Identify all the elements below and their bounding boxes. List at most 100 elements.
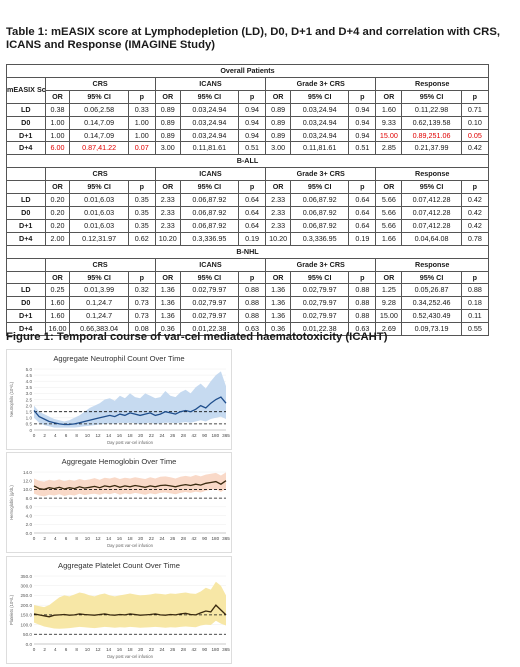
row-label: D+1 <box>6 128 46 143</box>
y-axis-label: Hemoglobin (g/dL) <box>9 485 14 520</box>
column-header: OR <box>265 180 292 195</box>
row-label: D+1 <box>6 309 46 324</box>
x-tick-label: 365 <box>222 536 230 541</box>
x-tick-label: 12 <box>95 647 101 652</box>
table-cell: 0.3,336.95 <box>290 231 350 246</box>
y-axis-label: Platelets (10⁹/L) <box>9 594 14 625</box>
x-tick-label: 6 <box>65 647 68 652</box>
table-row: D+4 16.00 0.66,383.04 0.08 0.36 0.01,22.38 0.6… <box>6 322 490 337</box>
table-cell: 0.89 <box>265 115 292 130</box>
column-header: OR <box>265 270 292 285</box>
row-label: D+4 <box>6 322 46 337</box>
x-tick-label: 90 <box>202 647 208 652</box>
table-cell: 0.07,412.28 <box>401 206 462 220</box>
table-cell: 0.09,73.19 <box>401 322 462 337</box>
table-cell: 0.94 <box>348 128 377 143</box>
x-tick-label: 16 <box>117 536 123 541</box>
y-tick-label: 3.5 <box>26 385 33 390</box>
x-tick-label: 42 <box>191 433 197 438</box>
table-cell: 0.94 <box>348 115 377 130</box>
group-header: ICANS <box>154 77 267 91</box>
table-cell: 10.20 <box>265 231 292 246</box>
table-cell: 0.11,22.98 <box>401 102 462 117</box>
group-header: Grade 3+ CRS <box>265 167 377 182</box>
chart-title: Aggregate Neutrophil Count Over Time <box>53 354 184 363</box>
table-cell: 6.00 <box>44 141 71 156</box>
table-cell: 0.35 <box>127 206 156 220</box>
table-cell: 0.04,64.08 <box>401 231 462 246</box>
table-cell: 0.01,22.38 <box>290 322 350 337</box>
x-tick-label: 180 <box>211 647 219 652</box>
table-row: D+1 1.60 0.1,24.7 0.73 1.36 0.02,79.97 0.88 1.3… <box>6 309 490 324</box>
group-header: Response <box>375 167 489 182</box>
y-tick-label: 12.0 <box>23 479 32 484</box>
table-cell: 0.06,87.92 <box>290 206 350 220</box>
table-cell: 0.89 <box>265 128 292 143</box>
table-cell: 0.63 <box>238 322 267 337</box>
x-tick-label: 8 <box>75 647 78 652</box>
x-tick-label: 26 <box>170 647 176 652</box>
chart-title: Aggregate Hemoglobin Over Time <box>62 457 177 466</box>
median-line <box>33 396 227 426</box>
neutrophil-chart: Aggregate Neutrophil Count Over Time00.5… <box>6 349 232 450</box>
column-header: p <box>127 89 156 104</box>
table-cell: 1.00 <box>127 128 156 143</box>
table-cell: 0.89 <box>154 102 181 117</box>
table-cell: 0.19 <box>238 231 267 246</box>
table-cell: 0.02,79.97 <box>290 309 350 324</box>
chart-frame <box>6 452 232 553</box>
column-header: 95% CI <box>401 270 462 285</box>
table-cell: 9.33 <box>375 115 403 130</box>
table-cell: 5.66 <box>375 206 403 220</box>
x-tick-label: 20 <box>138 433 144 438</box>
x-tick-label: 24 <box>159 647 165 652</box>
x-tick-label: 26 <box>170 433 176 438</box>
table-cell: 1.36 <box>265 283 292 298</box>
x-tick-label: 18 <box>127 536 133 541</box>
column-header: p <box>460 89 490 104</box>
table-row: LD 0.20 0.01,6.03 0.35 2.33 0.06,87.92 0.64 2.3… <box>6 193 490 208</box>
table-cell: 0.08 <box>127 322 156 337</box>
column-header-row: OR 95% CI p OR 95% CI p OR 95% CI p OR 95% CI p <box>7 89 490 104</box>
column-header: p <box>127 270 156 285</box>
y-tick-label: 350.0 <box>21 574 33 579</box>
table-cell: 0.51 <box>238 141 267 156</box>
table-cell: 0.64 <box>238 206 267 220</box>
table-cell: 0.88 <box>460 283 490 298</box>
x-tick-label: 2 <box>43 647 46 652</box>
table-cell: 1.60 <box>44 296 71 311</box>
table-cell: 0.06,2.58 <box>69 102 129 117</box>
column-header: 95% CI <box>290 89 350 104</box>
table-cell: 0.66,383.04 <box>69 322 129 337</box>
table-cell: 0.73 <box>127 309 156 324</box>
row-label: D+4 <box>6 231 46 246</box>
section-label: Overall Patients <box>6 64 489 78</box>
x-tick-label: 4 <box>54 647 57 652</box>
group-header: CRS <box>44 167 156 182</box>
table-cell: 2.00 <box>44 231 71 246</box>
x-tick-label: 16 <box>117 433 123 438</box>
empty-corner-cell <box>6 167 46 182</box>
table-cell: 1.00 <box>127 115 156 130</box>
section-header-row: B-NHL <box>6 244 489 259</box>
table-cell: 0.42 <box>460 193 490 208</box>
y-tick-label: 4.0 <box>26 513 33 518</box>
column-header: OR <box>154 180 181 195</box>
table-row: D+4 6.00 0.87,41.22 0.07 3.00 0.11,81.61 0.51 3… <box>6 141 490 156</box>
column-header-row: OR 95% CI p OR 95% CI p OR 95% CI p OR 95% CI p <box>6 180 490 195</box>
table-cell: 0.06,87.92 <box>179 218 240 233</box>
section-label: B-ALL <box>6 154 489 169</box>
table-cell: 0.94 <box>348 102 377 117</box>
table-cell: 0.52,430.49 <box>401 309 462 324</box>
row-label: LD <box>6 283 46 298</box>
group-header: ICANS <box>154 167 267 182</box>
x-tick-label: 180 <box>211 536 219 541</box>
y-tick-label: 0.0 <box>26 642 33 647</box>
column-header: OR <box>154 270 181 285</box>
x-tick-label: 8 <box>75 433 78 438</box>
column-header: p <box>238 180 267 195</box>
x-tick-label: 180 <box>211 433 219 438</box>
row-label: LD <box>6 193 46 208</box>
